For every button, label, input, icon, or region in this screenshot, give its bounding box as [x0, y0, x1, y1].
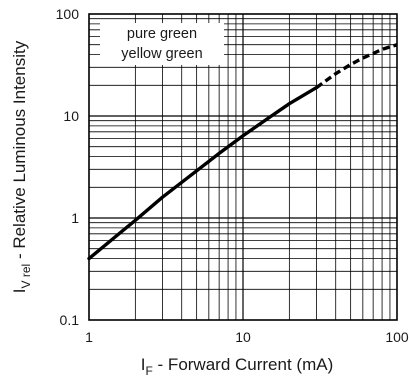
legend-entry-pure-green: pure green: [127, 26, 197, 42]
series-solid-line: [87, 85, 319, 261]
legend-entry-yellow-green: yellow green: [121, 46, 202, 62]
y-tick-label: 100: [56, 6, 80, 22]
series-dashed-line: [315, 43, 398, 89]
legend: pure green yellow green: [100, 23, 224, 65]
y-tick-label: 1: [71, 210, 79, 226]
series-group: [87, 43, 398, 261]
x-axis-label: IF - Forward Current (mA): [141, 355, 334, 378]
y-axis-label: IV rel - Relative Luminous Intensity: [10, 40, 33, 293]
y-axis-label-rest: - Relative Luminous Intensity: [10, 40, 29, 263]
y-tick-label: 10: [63, 108, 79, 124]
x-tick-label: 10: [235, 329, 251, 345]
y-tick-label: 0.1: [60, 312, 80, 328]
tick-labels: 1 10 100 0.1 1 10 100: [56, 6, 409, 345]
x-axis-label-rest: - Forward Current (mA): [153, 355, 333, 374]
x-tick-label: 1: [85, 329, 93, 345]
x-tick-label: 100: [385, 329, 409, 345]
y-axis-label-sub: V rel: [19, 264, 33, 289]
legend-box: [100, 23, 224, 65]
x-axis-label-sub: F: [145, 364, 152, 378]
x-axis-label-main: I: [141, 355, 146, 374]
plot-frame: [88, 13, 398, 321]
y-axis-label-main: I: [10, 288, 29, 293]
